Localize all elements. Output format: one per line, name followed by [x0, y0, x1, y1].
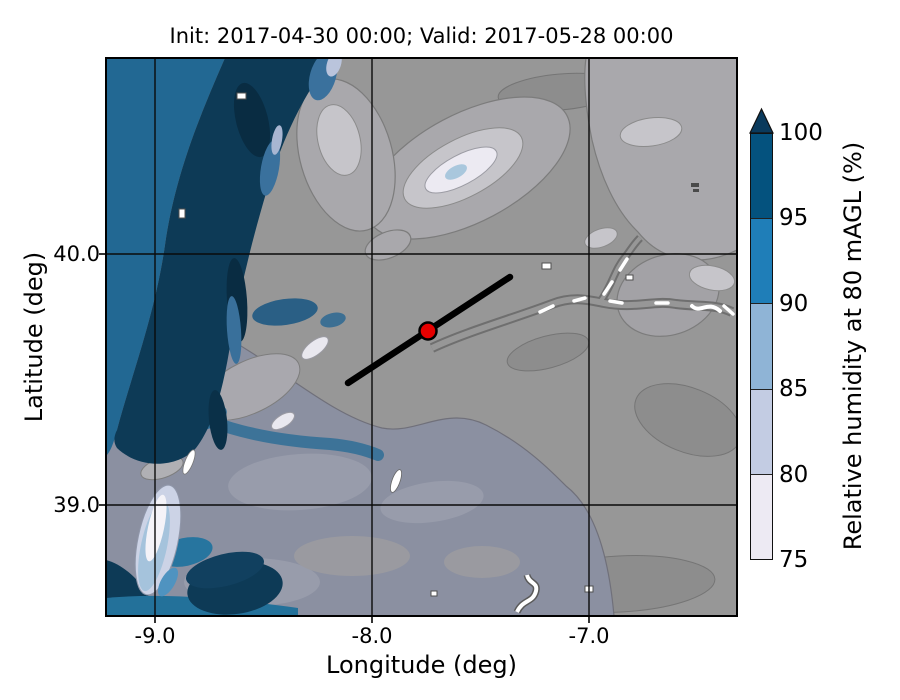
coastal-high-rh-band: [114, 58, 332, 464]
gridlines: [106, 58, 737, 616]
map-canvas: [99, 57, 738, 623]
xtick-minus9: -9.0: [134, 624, 176, 648]
plot-title: Init: 2017-04-30 00:00; Valid: 2017-05-2…: [169, 24, 674, 48]
cbar-tick-75: 75: [779, 547, 809, 573]
coastal-band-texture: [208, 82, 271, 450]
south-coast-high-rh: [106, 537, 298, 616]
map-specks: [178, 92, 699, 614]
cbar-tick-100: 100: [779, 120, 823, 146]
axes-frame: [105, 57, 738, 617]
colorbar-seg-85-90: [751, 304, 772, 390]
axis-ticks: [99, 253, 590, 623]
xtick-minus7: -7.0: [568, 624, 610, 648]
station-marker-dot: [418, 321, 438, 341]
river-water-marks: [538, 257, 735, 316]
colorbar-seg-90-95: [751, 219, 772, 305]
cbar-tick-95: 95: [779, 205, 809, 231]
cbar-tick-85: 85: [779, 376, 809, 402]
y-axis-label: Latitude (deg): [20, 251, 48, 423]
humidity-plume: [134, 449, 196, 597]
colorbar-seg-80-85: [751, 389, 772, 475]
coast-transition-blues: [226, 58, 342, 364]
ocean-region: [106, 58, 225, 456]
x-axis-label: Longitude (deg): [326, 651, 517, 679]
cbar-tick-80: 80: [779, 462, 809, 488]
ytick-40: 40.0: [53, 242, 100, 266]
colorbar-seg-75-80: [751, 474, 772, 560]
colorbar: [750, 133, 773, 560]
xtick-minus8: -8.0: [351, 624, 393, 648]
cbar-tick-90: 90: [779, 291, 809, 317]
colorbar-seg-95-100: [751, 134, 772, 220]
colorbar-label: Relative humidity at 80 mAGL (%): [839, 141, 867, 551]
river-valley: [429, 235, 735, 353]
terrain-bright-ridge: [424, 146, 498, 194]
colorbar-extend-arrow: [749, 107, 774, 134]
ytick-39: 39.0: [53, 493, 100, 517]
